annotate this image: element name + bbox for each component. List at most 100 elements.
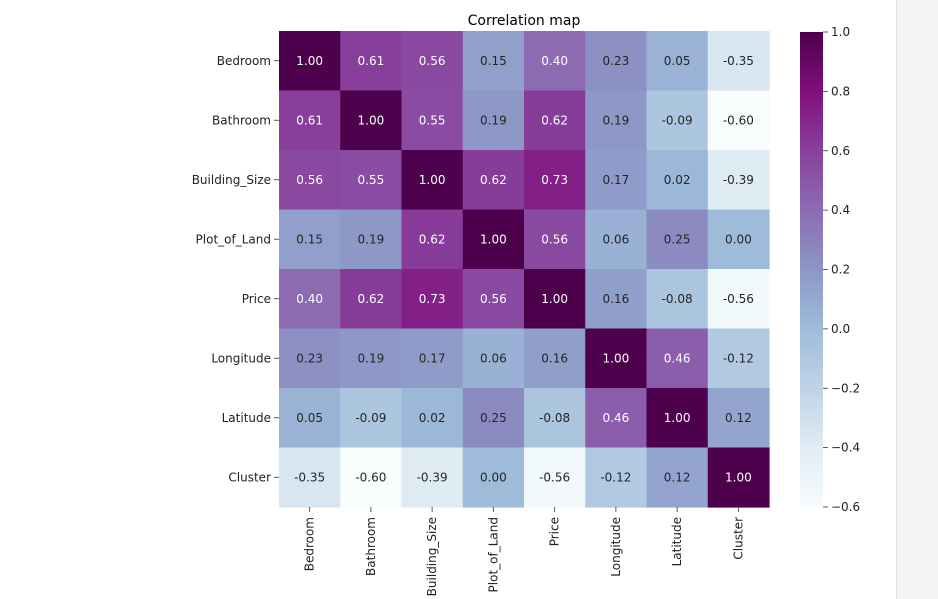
heatmap-cell xyxy=(462,447,525,508)
column-tick-label: Bathroom xyxy=(364,517,378,576)
heatmap-cell xyxy=(646,447,709,508)
cell-value-label: 0.23 xyxy=(296,351,323,365)
cell-value-label: 0.12 xyxy=(725,411,752,425)
heatmap-cell xyxy=(401,269,464,330)
cell-value-label: -0.60 xyxy=(723,113,754,127)
cell-value-label: 0.73 xyxy=(541,173,568,187)
colorbar: 1.0 0.8 0.6 0.4 0.2 0.0 −0.2 −0.4 −0.6 xyxy=(800,25,860,514)
heatmap-cell xyxy=(340,269,403,330)
cell-value-label: -0.60 xyxy=(355,470,386,484)
cell-value-label: 0.16 xyxy=(541,351,568,365)
row-tick-label: Bathroom xyxy=(212,113,271,127)
heatmap-cell xyxy=(707,150,770,211)
cell-value-label: 0.62 xyxy=(541,113,568,127)
heatmap-cell xyxy=(646,90,709,151)
cell-value-label: 0.06 xyxy=(603,232,630,246)
chart-title: Correlation map xyxy=(468,13,581,29)
colorbar-tick-label: −0.6 xyxy=(831,500,860,514)
heatmap-cell xyxy=(279,447,341,508)
cell-value-label: 1.00 xyxy=(480,232,507,246)
heatmap-cell xyxy=(462,209,525,270)
column-tick-labels: Bedroom Bathroom Building_Size Plot_of_Land… xyxy=(303,507,745,596)
heatmap-cell xyxy=(524,388,586,449)
heatmap-cell xyxy=(646,150,709,211)
row-tick-label: Latitude xyxy=(222,411,271,425)
cell-value-label: 0.55 xyxy=(358,173,385,187)
heatmap-cell xyxy=(585,388,648,449)
cell-value-label: 0.12 xyxy=(664,470,691,484)
cell-value-label: 0.17 xyxy=(419,351,446,365)
row-tick-label: Price xyxy=(242,292,271,306)
colorbar-tick-label: 0.4 xyxy=(831,203,850,217)
column-tick-label: Cluster xyxy=(731,517,745,560)
heatmap-cell xyxy=(340,209,403,270)
cell-value-label: 0.46 xyxy=(603,411,630,425)
colorbar-tick-label: 1.0 xyxy=(831,25,850,39)
cell-value-label: 0.15 xyxy=(296,232,323,246)
cell-value-label: 0.15 xyxy=(480,54,507,68)
cell-value-label: 0.16 xyxy=(603,292,630,306)
heatmap-cell xyxy=(524,31,586,92)
column-tick-label: Latitude xyxy=(670,517,684,566)
heatmap-cell xyxy=(401,209,464,270)
side-panel-edge xyxy=(896,0,938,599)
cell-value-label: 0.23 xyxy=(603,54,630,68)
cell-value-label: 0.17 xyxy=(603,173,630,187)
cell-value-label: 1.00 xyxy=(419,173,446,187)
heatmap-cell xyxy=(279,328,341,389)
cell-value-label: 0.73 xyxy=(419,292,446,306)
heatmap-cell xyxy=(646,31,709,92)
row-tick-label: Cluster xyxy=(228,470,271,484)
cell-value-label: -0.35 xyxy=(294,470,325,484)
heatmap-cell xyxy=(340,328,403,389)
heatmap-cell xyxy=(524,90,586,151)
heatmap-cell xyxy=(585,31,648,92)
cell-value-label: 0.56 xyxy=(296,173,323,187)
row-tick-label: Bedroom xyxy=(217,54,271,68)
heatmap-cell xyxy=(401,328,464,389)
cell-value-label: -0.08 xyxy=(539,411,570,425)
heatmap-cell xyxy=(524,447,586,508)
column-tick-label: Building_Size xyxy=(425,517,439,596)
colorbar-tick-label: 0.6 xyxy=(831,144,850,158)
cell-value-label: -0.08 xyxy=(662,292,693,306)
heatmap-cell xyxy=(401,388,464,449)
heatmap-cell xyxy=(462,31,525,92)
heatmap-cell xyxy=(585,447,648,508)
cell-value-label: 0.62 xyxy=(480,173,507,187)
cell-value-label: 0.19 xyxy=(603,113,630,127)
cell-value-label: -0.56 xyxy=(723,292,754,306)
cell-value-label: 0.06 xyxy=(480,351,507,365)
heatmap-cell xyxy=(462,388,525,449)
heatmap-cell xyxy=(462,90,525,151)
cell-value-label: 0.40 xyxy=(541,54,568,68)
colorbar-tick-label: −0.2 xyxy=(831,381,860,395)
cell-value-label: 0.25 xyxy=(480,411,507,425)
column-tick-label: Plot_of_Land xyxy=(486,517,500,592)
heatmap-cell xyxy=(340,31,403,92)
cell-value-label: 0.05 xyxy=(664,54,691,68)
heatmap-cell xyxy=(707,269,770,330)
heatmap-cell xyxy=(707,388,770,449)
heatmap-cell xyxy=(707,90,770,151)
colorbar-tick-label: 0.2 xyxy=(831,263,850,277)
column-tick-label: Bedroom xyxy=(303,517,317,571)
heatmap-cell xyxy=(585,269,648,330)
heatmap-cell xyxy=(585,150,648,211)
heatmap-cell xyxy=(279,150,341,211)
cell-value-label: 0.40 xyxy=(296,292,323,306)
cell-value-label: 1.00 xyxy=(725,470,752,484)
heatmap-cell xyxy=(585,90,648,151)
correlation-heatmap: Correlation map 1.00 0.61 0.56 0.15 0.40 0.23… xyxy=(192,13,860,596)
heatmap-cell xyxy=(462,269,525,330)
cell-value-label: -0.09 xyxy=(662,113,693,127)
heatmap-cell xyxy=(462,150,525,211)
heatmap-cell xyxy=(524,269,586,330)
heatmap-cell xyxy=(707,328,770,389)
heatmap-cell xyxy=(585,209,648,270)
heatmap-cell xyxy=(462,328,525,389)
cell-value-label: 0.05 xyxy=(296,411,323,425)
cell-value-label: 0.19 xyxy=(480,113,507,127)
heatmap-cell xyxy=(279,90,341,151)
